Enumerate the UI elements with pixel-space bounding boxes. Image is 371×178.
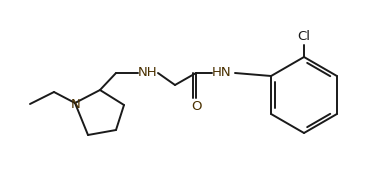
Text: N: N [71,98,81,111]
Text: Cl: Cl [298,30,311,43]
Text: HN: HN [212,67,232,80]
Text: NH: NH [138,67,158,80]
Text: O: O [191,100,201,112]
